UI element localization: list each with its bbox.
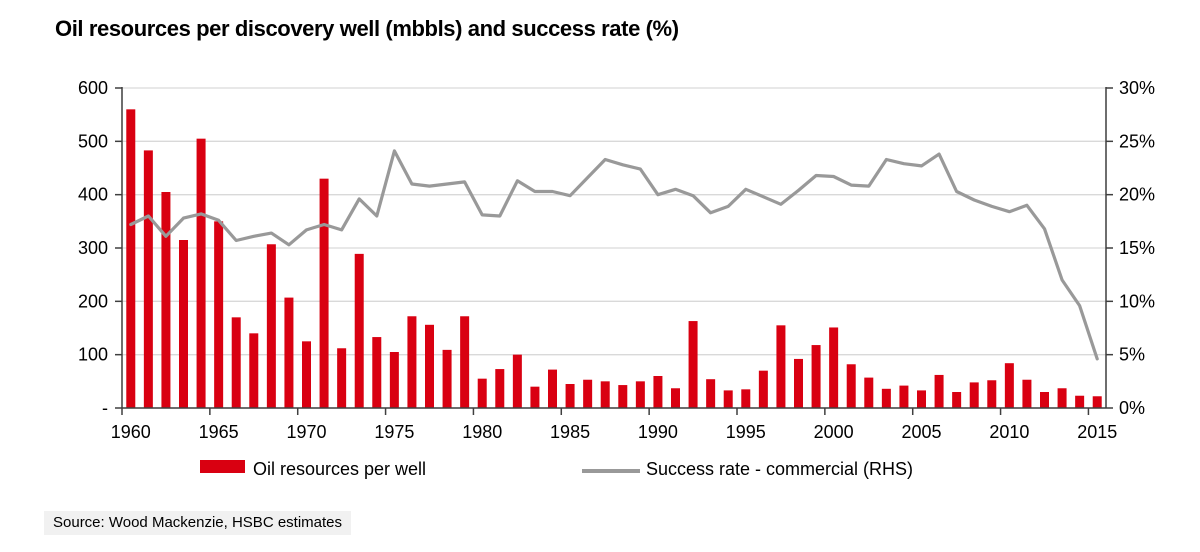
bar-1964 [196,138,206,408]
x-axis-label: 1980 [462,422,502,442]
bar-2008 [969,382,979,408]
bar-1981 [495,369,505,408]
bar-1966 [231,317,241,408]
bar-1965 [214,221,224,408]
x-axis-label: 1965 [199,422,239,442]
y-axis-label-left: 300 [78,238,108,258]
bar-1974 [372,337,382,408]
y-axis-label-right: 0% [1119,398,1145,418]
bar-1978 [442,349,452,408]
x-axis-label: 1985 [550,422,590,442]
bar-1990 [653,376,663,408]
bar-1982 [512,354,522,408]
x-axis-label: 2000 [814,422,854,442]
y-axis-label-right: 30% [1119,78,1155,98]
x-axis-label: 1970 [286,422,326,442]
y-axis-label-left: - [102,398,108,418]
bar-2012 [1040,392,1049,408]
bar-1968 [266,244,276,408]
y-axis-label-right: 15% [1119,238,1155,258]
bar-1994 [723,390,733,408]
x-axis-label: 2005 [901,422,941,442]
legend-label-success-rate: Success rate - commercial (RHS) [646,459,914,479]
x-axis-label: 1990 [638,422,678,442]
y-axis-label-right: 10% [1119,291,1155,311]
bar-2011 [1022,379,1032,408]
bar-1971 [319,178,329,408]
bar-1980 [477,378,487,408]
legend-label-oil-resources: Oil resources per well [253,459,427,479]
bar-2002 [864,377,874,408]
y-axis-label-left: 500 [78,131,108,151]
bar-1975 [389,352,399,408]
x-axis-label: 1975 [374,422,414,442]
bar-1988 [618,385,628,408]
bar-1997 [776,325,786,408]
bar-2004 [899,385,909,408]
bar-1967 [249,333,259,408]
bar-2001 [846,364,856,408]
x-axis-label: 1960 [111,422,151,442]
y-axis-label-right: 25% [1119,131,1155,151]
bar-1969 [284,297,294,408]
bar-2009 [987,380,997,408]
x-axis-label: 2010 [989,422,1029,442]
bar-1986 [583,379,593,408]
bar-1992 [688,321,698,408]
bar-2007 [952,392,962,408]
bar-1991 [671,388,680,408]
bar-1985 [565,384,575,408]
y-axis-label-right: 20% [1119,185,1155,205]
bar-1983 [530,386,540,408]
y-axis-label-left: 600 [78,78,108,98]
y-axis-label-left: 100 [78,345,108,365]
bar-2013 [1057,388,1067,408]
bar-1973 [354,253,364,408]
bar-2010 [1004,363,1014,408]
bar-1996 [758,370,768,408]
bar-2014 [1075,395,1085,408]
bar-1960 [126,109,136,408]
bar-1995 [741,389,751,408]
bar-1993 [706,379,716,408]
x-axis-label: 1995 [726,422,766,442]
bar-1979 [460,316,470,408]
bar-1961 [143,150,153,408]
bar-1989 [635,381,645,408]
bar-1987 [600,381,610,408]
bar-1972 [337,348,347,408]
source-note: Source: Wood Mackenzie, HSBC estimates [44,511,352,535]
bar-2000 [829,327,839,408]
bar-1963 [179,240,188,408]
legend-line-swatch [582,469,640,473]
bar-2015 [1092,396,1102,408]
y-axis-label-left: 400 [78,185,108,205]
bar-1998 [794,358,803,408]
bar-1977 [425,324,434,408]
bar-1970 [302,341,311,408]
y-axis-label-left: 200 [78,291,108,311]
bar-1984 [548,369,557,408]
x-axis-label: 2015 [1077,422,1117,442]
bar-1999 [811,345,821,408]
bar-2005 [917,390,926,408]
bar-1962 [161,192,171,408]
bar-1976 [407,316,417,408]
success-rate-line [129,149,1099,361]
legend-bar-swatch [200,460,245,473]
bar-2006 [934,374,944,408]
y-axis-label-right: 5% [1119,345,1145,365]
chart-title: Oil resources per discovery well (mbbls)… [55,16,679,41]
bar-2003 [881,388,891,408]
